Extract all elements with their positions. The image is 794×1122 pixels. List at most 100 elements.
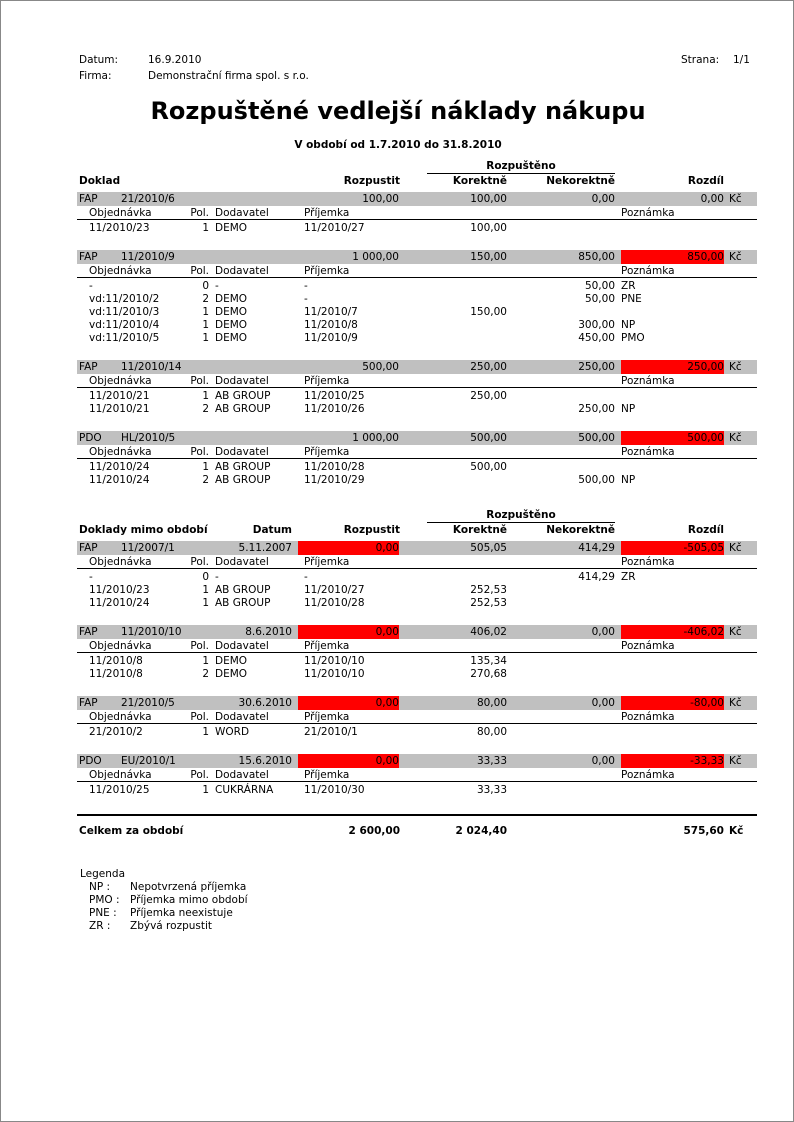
column-headers: Doklad Rozpustit Korektně Nekorektně Rozdíl	[77, 174, 757, 188]
doc-rozdil: -33,33	[621, 754, 724, 768]
pol: 1	[202, 461, 209, 473]
doc-type: FAP	[79, 193, 98, 205]
objednavka: 11/2010/24	[89, 597, 150, 609]
nekorektne: 50,00	[584, 293, 615, 305]
col-prijemka: Příjemka	[304, 265, 350, 277]
document-row: FAP 11/2010/14 500,00 250,00 250,00 250,00 Kč	[77, 360, 757, 374]
dodavatel: DEMO	[215, 319, 248, 331]
col-dodavatel: Dodavatel	[215, 769, 269, 781]
detail-headers: Objednávka Pol. Dodavatel Příjemka Poznámka	[77, 374, 757, 388]
detail-row: 11/2010/8 1 DEMO 11/2010/10 135,34	[77, 654, 757, 668]
col-dodavatel: Dodavatel	[215, 711, 269, 723]
prijemka: -	[304, 280, 308, 292]
pol: 1	[202, 597, 209, 609]
total-rozpustit: 2 600,00	[348, 825, 400, 837]
doc-number: EU/2010/1	[121, 755, 176, 767]
poznamka: PMO	[621, 332, 645, 344]
col-rozpustit: Rozpustit	[343, 524, 400, 536]
doc-currency: Kč	[729, 626, 742, 638]
objednavka: -	[89, 571, 93, 583]
doc-currency: Kč	[729, 697, 742, 709]
pol: 2	[202, 668, 209, 680]
doc-number: 11/2010/10	[121, 626, 182, 638]
poznamka: PNE	[621, 293, 642, 305]
document-row: PDO EU/2010/1 15.6.2010 0,00 33,33 0,00 -33,33…	[77, 754, 757, 768]
pol: 2	[202, 474, 209, 486]
prijemka: 11/2010/10	[304, 668, 365, 680]
detail-headers: Objednávka Pol. Dodavatel Příjemka Poznámka	[77, 555, 757, 569]
doc-rozdil: 500,00	[621, 431, 724, 445]
doc-rozpustit: 0,00	[298, 625, 399, 639]
legend-text: Zbývá rozpustit	[130, 920, 213, 932]
objednavka: 11/2010/24	[89, 474, 150, 486]
legend-code: ZR :	[89, 920, 111, 932]
doc-korektne: 100,00	[470, 193, 507, 205]
detail-headers: Objednávka Pol. Dodavatel Příjemka Poznámka	[77, 445, 757, 459]
col-nekorektne: Nekorektně	[546, 175, 615, 187]
col-pol: Pol.	[190, 711, 209, 723]
prijemka: 11/2010/28	[304, 461, 365, 473]
objednavka: 11/2010/24	[89, 461, 150, 473]
col-dodavatel: Dodavatel	[215, 446, 269, 458]
doc-rozdil: -505,05	[621, 541, 724, 555]
detail-row: vd:11/2010/2 2 DEMO - 50,00 PNE	[77, 292, 757, 306]
doc-korektne: 250,00	[470, 361, 507, 373]
doc-rozpustit: 100,00	[362, 193, 399, 205]
pol: 1	[202, 222, 209, 234]
legend-code: NP :	[89, 881, 111, 893]
detail-row: vd:11/2010/3 1 DEMO 11/2010/7 150,00	[77, 305, 757, 319]
col-pol: Pol.	[190, 640, 209, 652]
doc-korektne: 500,00	[470, 432, 507, 444]
doc-type: PDO	[79, 755, 102, 767]
document-row: FAP 11/2007/1 5.11.2007 0,00 505,05 414,29 -50…	[77, 541, 757, 555]
total-label: Celkem za období	[79, 825, 184, 837]
report-title: Rozpuštěné vedlejší náklady nákupu	[150, 97, 646, 125]
korektne: 33,33	[476, 784, 507, 796]
detail-row: 11/2010/24 1 AB GROUP 11/2010/28 500,00	[77, 460, 757, 474]
col-objednavka: Objednávka	[89, 769, 152, 781]
pol: 1	[202, 319, 209, 331]
col-pol: Pol.	[190, 375, 209, 387]
dodavatel: AB GROUP	[215, 584, 271, 596]
doc-korektne: 80,00	[476, 697, 507, 709]
doc-type: FAP	[79, 697, 98, 709]
col-pol: Pol.	[190, 265, 209, 277]
prijemka: 21/2010/1	[304, 726, 358, 738]
nekorektne: 250,00	[578, 403, 615, 415]
detail-row: vd:11/2010/5 1 DEMO 11/2010/9 450,00 PMO	[77, 331, 757, 345]
pol: 1	[202, 784, 209, 796]
legend-code: PNE :	[89, 907, 117, 919]
objednavka: -	[89, 280, 93, 292]
rozpusteno-header: Rozpuštěno	[77, 508, 757, 523]
objednavka: 11/2010/23	[89, 222, 150, 234]
prijemka: -	[304, 571, 308, 583]
doc-rozdil: -80,00	[621, 696, 724, 710]
col-dodavatel: Dodavatel	[215, 375, 269, 387]
doc-nekorektne: 250,00	[578, 361, 615, 373]
doc-rozpustit: 1 000,00	[352, 432, 399, 444]
detail-headers: Objednávka Pol. Dodavatel Příjemka Poznámka	[77, 264, 757, 278]
prijemka: 11/2010/28	[304, 597, 365, 609]
prijemka: 11/2010/30	[304, 784, 365, 796]
korektne: 252,53	[470, 597, 507, 609]
col-objednavka: Objednávka	[89, 711, 152, 723]
detail-row: -0- -50,00 ZR	[77, 279, 757, 293]
doc-rozpustit: 0,00	[298, 754, 399, 768]
prijemka: 11/2010/27	[304, 584, 365, 596]
korektne: 270,68	[470, 668, 507, 680]
doc-nekorektne: 500,00	[578, 432, 615, 444]
total-korektne: 2 024,40	[455, 825, 507, 837]
rozpusteno-header: Rozpuštěno	[77, 159, 757, 174]
poznamka: NP	[621, 403, 636, 415]
col-rozdil: Rozdíl	[687, 524, 724, 536]
legend-title: Legenda	[80, 868, 126, 880]
dodavatel: WORD	[215, 726, 250, 738]
pol: 2	[202, 403, 209, 415]
nekorektne: 500,00	[578, 474, 615, 486]
datum-label: Datum:	[79, 54, 119, 66]
doc-nekorektne: 850,00	[578, 251, 615, 263]
strana-label: Strana:	[681, 54, 720, 66]
dodavatel: DEMO	[215, 668, 248, 680]
dodavatel: DEMO	[215, 293, 248, 305]
